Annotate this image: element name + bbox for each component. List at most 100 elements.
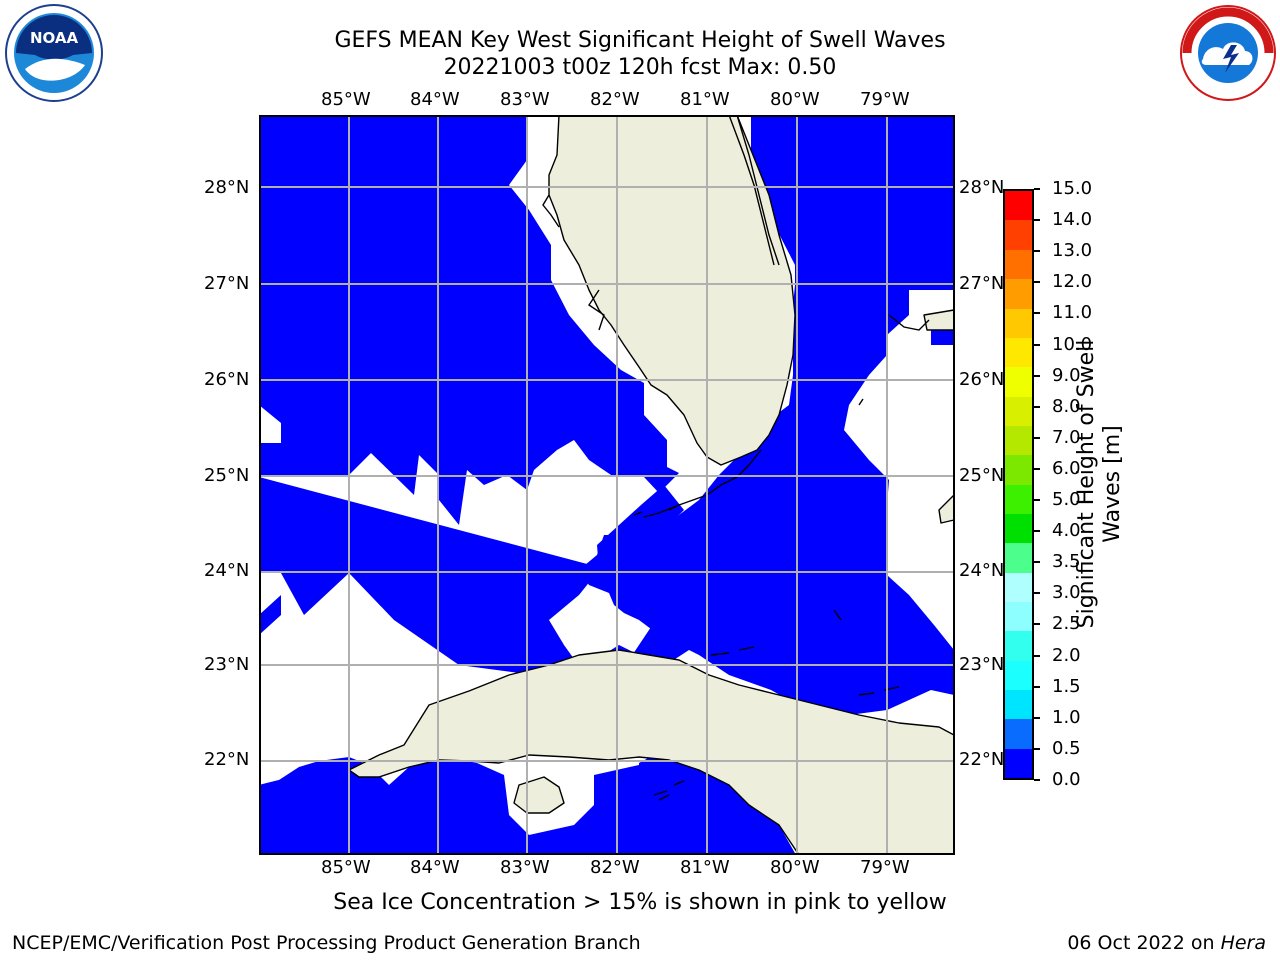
- colorbar-tick-mark: [1034, 219, 1040, 222]
- colorbar-tick-mark: [1034, 374, 1040, 377]
- colorbar-tick-mark: [1034, 250, 1040, 253]
- colorbar-tick-mark: [1034, 188, 1040, 190]
- colorbar-segment: [1005, 191, 1032, 221]
- colorbar-tick-label: 11.0: [1052, 302, 1093, 324]
- lon-label-bottom: 80°W: [770, 857, 820, 878]
- colorbar-tick-mark: [1034, 405, 1040, 408]
- sea-ice-note: Sea Ice Concentration > 15% is shown in …: [333, 890, 947, 915]
- lat-label-left: 22°N: [204, 749, 250, 770]
- lon-label-bottom: 85°W: [321, 857, 371, 878]
- lon-label-top: 82°W: [590, 89, 640, 110]
- colorbar-segment: [1005, 513, 1032, 544]
- colorbar-tick-label: 3.5: [1052, 551, 1081, 573]
- lon-label-bottom: 82°W: [590, 857, 640, 878]
- swell-field: [259, 115, 954, 855]
- lat-label-right: 22°N: [959, 749, 1005, 770]
- colorbar-tick-label: 6.0: [1052, 457, 1081, 479]
- lon-label-bottom: 83°W: [500, 857, 550, 878]
- colorbar-tick-label: 15.0: [1052, 178, 1093, 199]
- colorbar-tick-label: 13.0: [1052, 240, 1093, 262]
- colorbar-segment: [1005, 689, 1032, 720]
- colorbar-tick-label: 2.5: [1052, 613, 1081, 635]
- colorbar-segment: [1005, 425, 1032, 456]
- colorbar-segment: [1005, 748, 1032, 778]
- lat-label-left: 28°N: [204, 177, 250, 198]
- lat-label-left: 24°N: [204, 560, 250, 581]
- lat-label-right: 24°N: [959, 560, 1005, 581]
- colorbar-segment: [1005, 396, 1032, 426]
- lat-label-right: 28°N: [959, 177, 1005, 198]
- colorbar-tick-mark: [1034, 592, 1040, 595]
- lat-label-right: 27°N: [959, 273, 1005, 294]
- lon-label-top: 83°W: [500, 89, 550, 110]
- colorbar-tick-label: 7.0: [1052, 426, 1081, 448]
- footer-host: Hera: [1220, 932, 1266, 954]
- colorbar-tick-label: 0.5: [1052, 737, 1081, 759]
- colorbar-segment: [1005, 337, 1032, 368]
- colorbar-tick-label: 4.0: [1052, 520, 1081, 542]
- colorbar-segment: [1005, 367, 1032, 397]
- colorbar-segment: [1005, 308, 1032, 338]
- map-subtitle: 20221003 t00z 120h fcst Max: 0.50: [443, 55, 837, 80]
- colorbar-tick-label: 1.0: [1052, 706, 1081, 728]
- colorbar-tick-label: 0.0: [1052, 769, 1081, 790]
- lon-label-top: 84°W: [410, 89, 460, 110]
- colorbar-label-line2: Waves [m]: [1100, 425, 1125, 543]
- colorbar-tick-label: 14.0: [1052, 209, 1093, 231]
- noaa-logo: NOAA: [5, 4, 103, 102]
- colorbar-tick-label: 8.0: [1052, 395, 1081, 417]
- coastline-detail: [542, 115, 930, 801]
- map-frame: [259, 115, 955, 855]
- colorbar-tick-label: 5.0: [1052, 489, 1081, 511]
- colorbar-tick-mark: [1034, 499, 1040, 502]
- colorbar-tick-mark: [1034, 281, 1040, 284]
- colorbar-segment: [1005, 543, 1032, 573]
- lon-label-bottom: 81°W: [680, 857, 730, 878]
- lat-label-left: 23°N: [204, 654, 250, 675]
- colorbar-tick-mark: [1034, 530, 1040, 533]
- lon-label-bottom: 84°W: [410, 857, 460, 878]
- colorbar-tick-label: 10.0: [1052, 333, 1093, 355]
- colorbar-segment: [1005, 660, 1032, 690]
- colorbar-segment: [1005, 484, 1032, 514]
- colorbar-tick-label: 9.0: [1052, 364, 1081, 386]
- colorbar-tick-mark: [1034, 747, 1040, 750]
- graticule: [259, 115, 955, 855]
- lat-label-right: 25°N: [959, 465, 1005, 486]
- colorbar-tick-mark: [1034, 654, 1040, 657]
- footer-date-text: 06 Oct 2022 on: [1067, 932, 1221, 954]
- colorbar: [1003, 189, 1034, 780]
- lat-label-right: 23°N: [959, 654, 1005, 675]
- colorbar-segment: [1005, 249, 1032, 280]
- lon-label-top: 85°W: [321, 89, 371, 110]
- lat-label-left: 26°N: [204, 369, 250, 390]
- lat-label-left: 25°N: [204, 465, 250, 486]
- map-title: GEFS MEAN Key West Significant Height of…: [334, 28, 946, 53]
- lon-label-top: 81°W: [680, 89, 730, 110]
- colorbar-tick-mark: [1034, 685, 1040, 688]
- colorbar-label-line1: Significant Height of Swell: [1074, 339, 1099, 629]
- colorbar-tick-mark: [1034, 779, 1040, 781]
- colorbar-tick-label: 3.0: [1052, 582, 1081, 604]
- colorbar-segment: [1005, 631, 1032, 661]
- colorbar-segment: [1005, 455, 1032, 485]
- lon-label-bottom: 79°W: [860, 857, 910, 878]
- nws-logo: [1180, 5, 1276, 101]
- colorbar-tick-label: 1.5: [1052, 675, 1081, 697]
- footer-branch: NCEP/EMC/Verification Post Processing Pr…: [12, 932, 641, 954]
- colorbar-ticks: 0.0 0.5 1.0 1.5 2.0 2.5 3.0 3.5 4.0 5.0 6.0 7.0 8.0 9…: [1034, 0, 1114, 960]
- lon-label-top: 80°W: [770, 89, 820, 110]
- colorbar-segment: [1005, 601, 1032, 632]
- lat-label-left: 27°N: [204, 273, 250, 294]
- colorbar-tick-mark: [1034, 343, 1040, 346]
- colorbar-segment: [1005, 220, 1032, 250]
- colorbar-tick-mark: [1034, 312, 1040, 315]
- lon-label-top: 79°W: [860, 89, 910, 110]
- colorbar-tick-mark: [1034, 716, 1040, 719]
- colorbar-segment: [1005, 279, 1032, 309]
- footer-date: 06 Oct 2022 on Hera: [1067, 932, 1266, 954]
- colorbar-tick-mark: [1034, 561, 1040, 564]
- colorbar-tick-mark: [1034, 436, 1040, 439]
- map-plot: [259, 115, 955, 855]
- colorbar-tick-label: 12.0: [1052, 271, 1093, 293]
